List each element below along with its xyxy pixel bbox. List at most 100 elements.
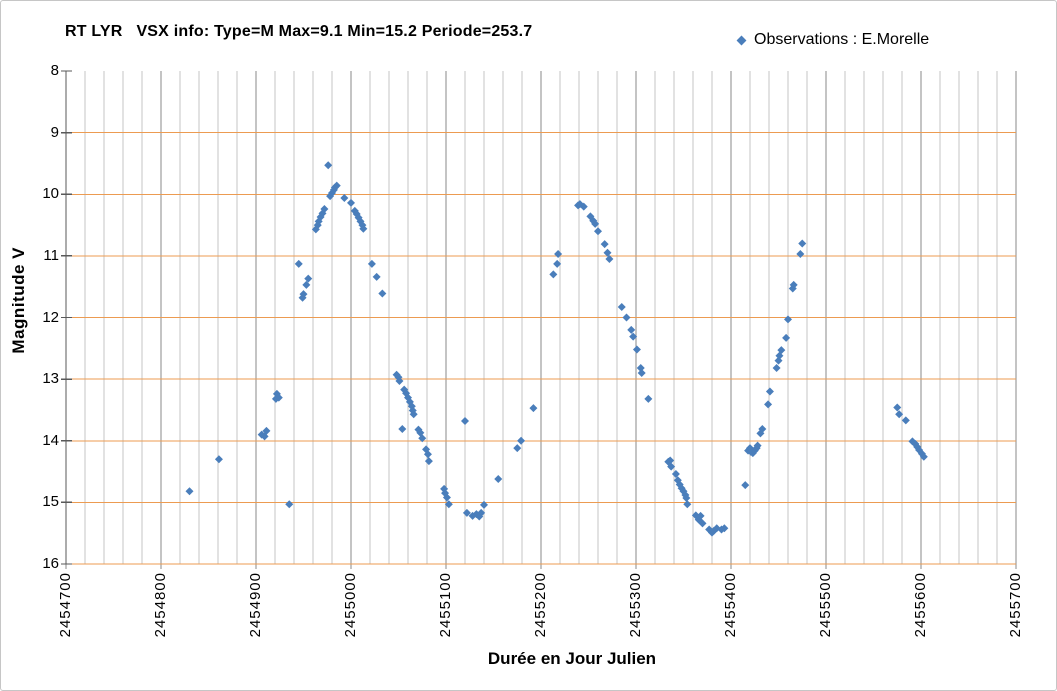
y-tick-label: 10: [42, 185, 59, 203]
data-point: [579, 202, 588, 211]
data-point: [796, 250, 805, 259]
data-point: [418, 434, 427, 443]
data-point: [444, 500, 453, 509]
data-point: [637, 368, 646, 377]
data-point: [274, 393, 283, 402]
data-point: [893, 403, 902, 412]
data-point: [367, 259, 376, 268]
data-point: [682, 494, 691, 503]
y-tick-label: 9: [50, 123, 59, 141]
data-point: [591, 219, 600, 228]
data-point: [378, 289, 387, 298]
data-point: [895, 410, 904, 419]
x-tick-label: 2455100: [437, 572, 454, 638]
data-point: [475, 512, 484, 521]
data-point: [753, 441, 762, 450]
data-point: [553, 259, 562, 268]
data-point: [764, 400, 773, 409]
data-point: [919, 452, 928, 461]
data-point: [644, 394, 653, 403]
data-point: [696, 511, 705, 520]
data-point: [302, 280, 311, 289]
data-point: [324, 161, 333, 170]
data-point: [741, 481, 750, 490]
chart-title: RT LYR VSX info: Type=M Max=9.1 Min=15.2…: [65, 23, 533, 40]
data-point: [214, 455, 223, 464]
data-point: [442, 493, 451, 502]
x-tick-label: 2455000: [342, 572, 359, 638]
x-tick-label: 2455300: [627, 572, 644, 638]
data-point: [758, 425, 767, 434]
data-point: [603, 248, 612, 257]
data-point: [477, 508, 486, 517]
data-point: [395, 376, 404, 385]
data-point: [765, 387, 774, 396]
data-point: [789, 280, 798, 289]
x-tick-label: 2455500: [817, 572, 834, 638]
y-tick-label: 14: [42, 431, 59, 449]
data-point: [347, 198, 355, 207]
data-point: [629, 332, 638, 341]
y-tick-label: 12: [42, 308, 59, 326]
data-point: [632, 345, 641, 354]
data-point: [185, 487, 194, 496]
data-point: [320, 205, 329, 214]
data-point: [901, 416, 910, 425]
data-point: [332, 181, 341, 190]
data-point: [409, 410, 418, 419]
data-point: [517, 436, 526, 445]
y-tick-label: 15: [42, 493, 59, 511]
data-point: [784, 315, 792, 324]
data-point: [698, 519, 707, 528]
data-point: [798, 239, 807, 248]
data-point: [424, 457, 433, 466]
x-axis-title: Durée en Jour Julien: [487, 649, 657, 668]
data-point: [622, 313, 631, 322]
data-point: [285, 500, 294, 509]
data-point: [304, 274, 313, 283]
x-tick-label: 2455600: [912, 572, 929, 638]
y-tick-label: 11: [43, 246, 59, 264]
data-point: [262, 426, 271, 435]
legend: Observations : E.Morelle: [736, 31, 930, 49]
data-point: [772, 364, 781, 373]
data-point: [777, 346, 786, 355]
x-tick-label: 2454800: [152, 572, 169, 638]
data-point: [549, 270, 558, 279]
data-point: [666, 456, 675, 465]
data-point: [529, 404, 538, 413]
data-point: [617, 303, 626, 312]
y-tick-label: 8: [50, 62, 59, 79]
x-tick-label: 2455200: [532, 572, 549, 638]
data-point: [359, 224, 368, 233]
data-point: [720, 524, 729, 533]
data-point: [494, 474, 503, 483]
data-point: [398, 425, 407, 434]
data-point: [667, 462, 676, 471]
data-point: [294, 259, 303, 268]
data-point: [600, 240, 609, 249]
y-tick-label: 13: [42, 370, 59, 388]
data-point: [594, 227, 602, 236]
data-point: [513, 444, 522, 453]
x-tick-label: 2455700: [1007, 572, 1024, 638]
x-tick-label: 2454900: [247, 572, 264, 638]
data-point: [299, 290, 308, 299]
x-tick-label: 2454700: [57, 572, 74, 638]
x-tick-label: 2455400: [722, 572, 739, 638]
data-point: [372, 272, 381, 281]
data-point: [782, 333, 791, 342]
data-point: [340, 193, 349, 202]
y-tick-label: 16: [42, 555, 59, 572]
legend-label: Observations : E.Morelle: [754, 31, 930, 48]
data-point: [554, 250, 563, 259]
data-point: [462, 508, 471, 517]
data-point: [671, 470, 680, 479]
data-point: [423, 450, 432, 459]
data-point: [480, 500, 488, 509]
data-point: [627, 325, 636, 334]
data-point: [461, 417, 469, 426]
data-point: [683, 500, 692, 509]
